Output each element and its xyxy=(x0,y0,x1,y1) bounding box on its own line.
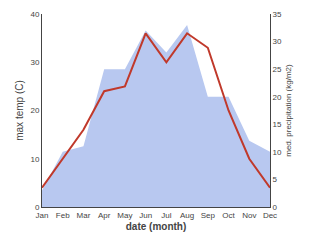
svg-text:30: 30 xyxy=(30,58,39,67)
svg-text:25: 25 xyxy=(273,65,282,74)
svg-text:med. precipitation (kg/m2): med. precipitation (kg/m2) xyxy=(284,64,293,157)
svg-text:10: 10 xyxy=(30,155,39,164)
svg-text:35: 35 xyxy=(273,10,282,19)
svg-text:20: 20 xyxy=(273,93,282,102)
svg-text:Jul: Jul xyxy=(161,211,171,220)
svg-text:0: 0 xyxy=(273,203,278,212)
svg-text:Nov: Nov xyxy=(242,211,256,220)
svg-text:5: 5 xyxy=(273,175,278,184)
svg-text:Dec: Dec xyxy=(263,211,277,220)
svg-text:Sep: Sep xyxy=(201,211,216,220)
svg-text:Jan: Jan xyxy=(36,211,49,220)
svg-text:30: 30 xyxy=(273,37,282,46)
svg-text:15: 15 xyxy=(273,120,282,129)
svg-text:Oct: Oct xyxy=(222,211,235,220)
svg-text:Jun: Jun xyxy=(139,211,152,220)
svg-text:date (month): date (month) xyxy=(126,221,187,232)
svg-text:Mar: Mar xyxy=(77,211,91,220)
svg-text:max temp (C): max temp (C) xyxy=(14,80,25,141)
svg-text:May: May xyxy=(117,211,132,220)
svg-text:0: 0 xyxy=(35,203,40,212)
svg-text:10: 10 xyxy=(273,148,282,157)
svg-text:Apr: Apr xyxy=(98,211,111,220)
svg-text:40: 40 xyxy=(30,10,39,19)
svg-text:Aug: Aug xyxy=(180,211,194,220)
svg-text:Feb: Feb xyxy=(56,211,70,220)
svg-text:20: 20 xyxy=(30,106,39,115)
